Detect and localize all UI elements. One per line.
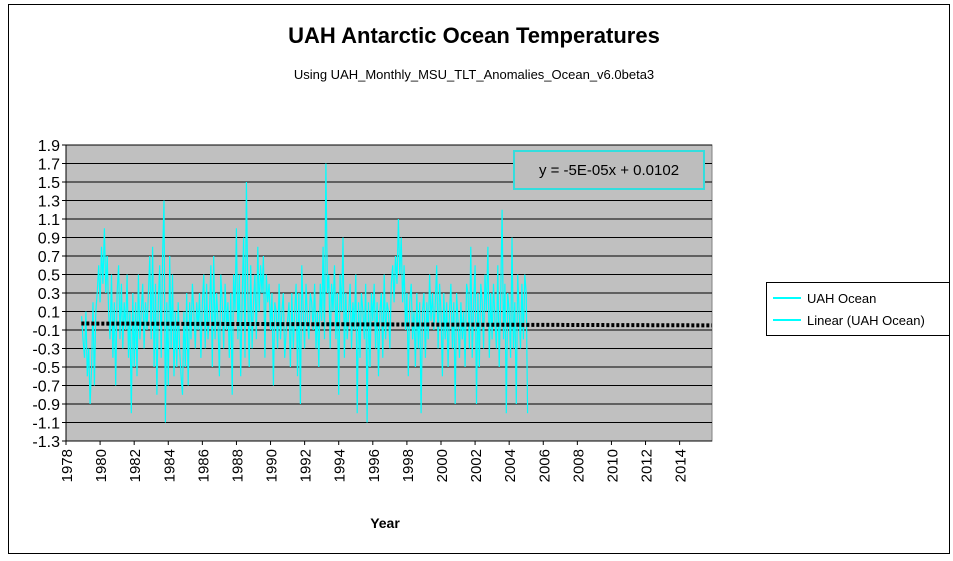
x-tick-label: 1978 <box>59 449 76 482</box>
x-tick-label: 1996 <box>366 449 383 482</box>
x-tick-label: 1982 <box>127 449 144 482</box>
x-tick-label: 2000 <box>434 449 451 482</box>
y-tick-label: 1.9 <box>38 138 60 155</box>
y-tick-label: 0.3 <box>38 286 60 303</box>
axis-layer: 1.91.71.51.31.10.90.70.50.30.1-0.1-0.3-0… <box>32 138 689 482</box>
series-layer <box>81 163 713 423</box>
legend-item-uah-ocean: UAH Ocean <box>773 289 876 307</box>
y-tick-label: 1.7 <box>38 157 60 174</box>
trendline-equation: y = -5E-05x + 0.0102 <box>513 150 705 190</box>
y-tick-label: -0.5 <box>32 360 60 377</box>
legend: UAH Ocean Linear (UAH Ocean) <box>766 282 950 336</box>
legend-swatch-linear <box>773 319 801 321</box>
legend-swatch-uah-ocean <box>773 297 801 299</box>
legend-label-linear: Linear (UAH Ocean) <box>807 312 925 328</box>
y-tick-label: -0.1 <box>32 323 60 340</box>
chart-subtitle: Using UAH_Monthly_MSU_TLT_Anomalies_Ocea… <box>293 67 655 82</box>
x-tick-label: 2012 <box>639 449 656 482</box>
x-tick-label: 2002 <box>468 449 485 482</box>
y-tick-label: -0.3 <box>32 342 60 359</box>
x-tick-label: 2006 <box>536 449 553 482</box>
y-tick-label: 1.5 <box>38 175 60 192</box>
trendline-linear <box>81 321 713 328</box>
x-axis-label: Year <box>370 515 400 531</box>
x-tick-label: 1980 <box>93 449 110 482</box>
y-tick-label: 1.3 <box>38 194 60 211</box>
chart-title: UAH Antarctic Ocean Temperatures <box>288 23 660 48</box>
y-tick-label: 0.7 <box>38 249 60 266</box>
x-tick-label: 1990 <box>264 449 281 482</box>
x-tick-label: 2008 <box>570 449 587 482</box>
y-tick-label: -0.7 <box>32 379 60 396</box>
x-tick-label: 1986 <box>195 449 212 482</box>
x-tick-label: 1984 <box>161 449 178 482</box>
y-tick-label: 0.1 <box>38 305 60 322</box>
y-tick-label: -0.9 <box>32 397 60 414</box>
x-tick-label: 2004 <box>502 449 519 482</box>
legend-item-linear: Linear (UAH Ocean) <box>773 311 925 329</box>
legend-label-uah-ocean: UAH Ocean <box>807 290 877 306</box>
y-tick-label: 1.1 <box>38 212 60 229</box>
x-tick-label: 2010 <box>604 449 621 482</box>
series-line-uah-ocean <box>81 163 529 423</box>
y-tick-label: 0.9 <box>38 231 60 248</box>
y-tick-label: -1.3 <box>32 434 60 451</box>
y-tick-label: 0.5 <box>38 268 60 285</box>
x-tick-label: 1988 <box>229 449 246 482</box>
y-tick-label: -1.1 <box>32 416 60 433</box>
x-tick-label: 1998 <box>400 449 417 482</box>
x-tick-label: 1994 <box>332 449 349 482</box>
x-tick-label: 2014 <box>673 449 690 482</box>
x-tick-label: 1992 <box>298 449 315 482</box>
